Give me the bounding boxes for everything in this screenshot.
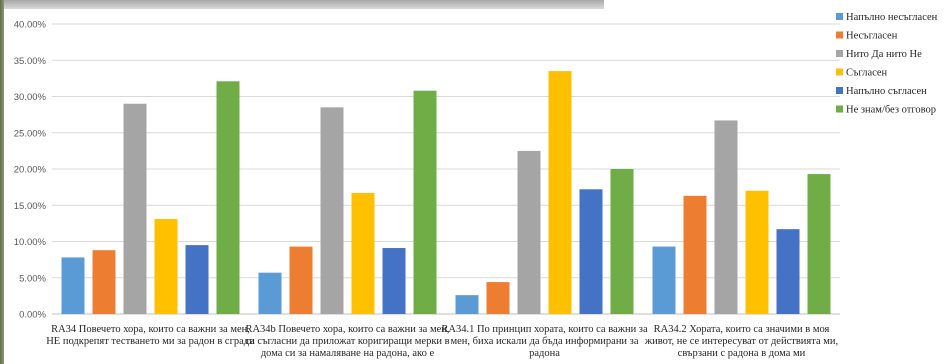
legend-swatch (836, 68, 843, 76)
y-tick-label: 30.00% (14, 92, 47, 103)
bar-ra34-series-1 (92, 250, 116, 314)
bar-ra34b-series-3 (351, 192, 375, 314)
bar-ra34-series-2 (123, 103, 147, 314)
legend-label: Напълно съгласен (846, 86, 927, 97)
bar-ra34-series-4 (185, 245, 209, 314)
category-label-ra34: RA34 Повечето хора, които са важни за ме… (51, 324, 250, 335)
bar-ra341-series-2 (517, 150, 541, 314)
bar-ra34b-series-4 (382, 248, 406, 314)
legend: Напълно несъгласен Несъгласен Нито Да нито… (836, 12, 938, 116)
bar-ra342-series-3 (745, 190, 769, 314)
bar-ra342-series-1 (683, 195, 707, 314)
y-tick-label: 15.00% (14, 201, 47, 212)
y-tick-label: 35.00% (14, 56, 47, 67)
bar-ra341-series-4 (579, 189, 603, 314)
legend-swatch (836, 50, 843, 57)
bar-ra34-series-0 (61, 257, 85, 314)
legend-swatch (836, 87, 843, 94)
bar-ra341-series-0 (455, 295, 479, 314)
legend-label: Не знам/без отговор (846, 105, 936, 116)
legend-swatch (836, 105, 843, 113)
y-tick-label: 5.00% (19, 273, 46, 284)
category-label-ra341: радона (529, 348, 560, 359)
legend-label: Несъгласен (846, 31, 898, 42)
slide-frame-top (4, 0, 604, 9)
y-tick-label: 25.00% (14, 128, 47, 139)
category-label-ra341: RA34.1 По принцип хората, които са важни… (441, 324, 648, 335)
y-tick-label: 0.00% (19, 310, 46, 321)
category-label-ra342: RA34.2 Хората, които са значими в моя (654, 324, 830, 335)
bar-ra342-series-0 (652, 246, 676, 314)
category-label-ra34b: RA34b Повечето хора, които са важни за м… (245, 324, 449, 335)
y-tick-label: 40.00% (14, 20, 47, 31)
y-axis-ticks: 0.00% 5.00% 10.00% 15.00% 20.00% 25.00% 30.00%… (14, 20, 47, 321)
bar-ra341-series-5 (610, 169, 634, 314)
legend-swatch (836, 31, 843, 39)
bar-ra34b-series-5 (413, 90, 437, 314)
slide-frame-left (0, 0, 4, 364)
bar-ra341-series-1 (486, 282, 510, 314)
category-label-ra34b: са съгласни да приложат коригиращи мерки… (245, 336, 449, 347)
gridlines (52, 23, 840, 315)
bar-ra34b-series-1 (289, 246, 313, 314)
bar-ra342-series-5 (807, 174, 831, 314)
bar-ra34b-series-2 (320, 107, 344, 314)
category-label-ra34: НЕ подкрепят тестването ми за радон в сг… (46, 336, 255, 347)
bars (61, 71, 831, 315)
bar-ra34b-series-0 (258, 272, 282, 314)
x-axis-categories: RA34 Повечето хора, които са важни за ме… (46, 324, 838, 359)
y-tick-label: 10.00% (14, 237, 47, 248)
y-tick-label: 20.00% (14, 165, 47, 176)
bar-ra341-series-3 (548, 71, 572, 314)
category-label-ra342: живот, не се интересуват от действията м… (644, 336, 838, 347)
legend-swatch (836, 13, 843, 20)
bar-ra34-series-3 (154, 219, 178, 314)
category-label-ra341: мен, биха искали да бъда информирани за (451, 336, 639, 347)
legend-label: Съгласен (846, 68, 888, 79)
bar-ra342-series-4 (776, 229, 800, 314)
bar-ra34-series-5 (216, 81, 240, 315)
bar-ra342-series-2 (714, 120, 738, 314)
category-label-ra342: свързани с радона в дома ми (678, 348, 806, 359)
legend-label: Нито Да нито Не (846, 49, 922, 60)
legend-label: Напълно несъгласен (846, 12, 938, 23)
category-label-ra34b: дома си за намаляване на радона, ако е (261, 348, 435, 359)
